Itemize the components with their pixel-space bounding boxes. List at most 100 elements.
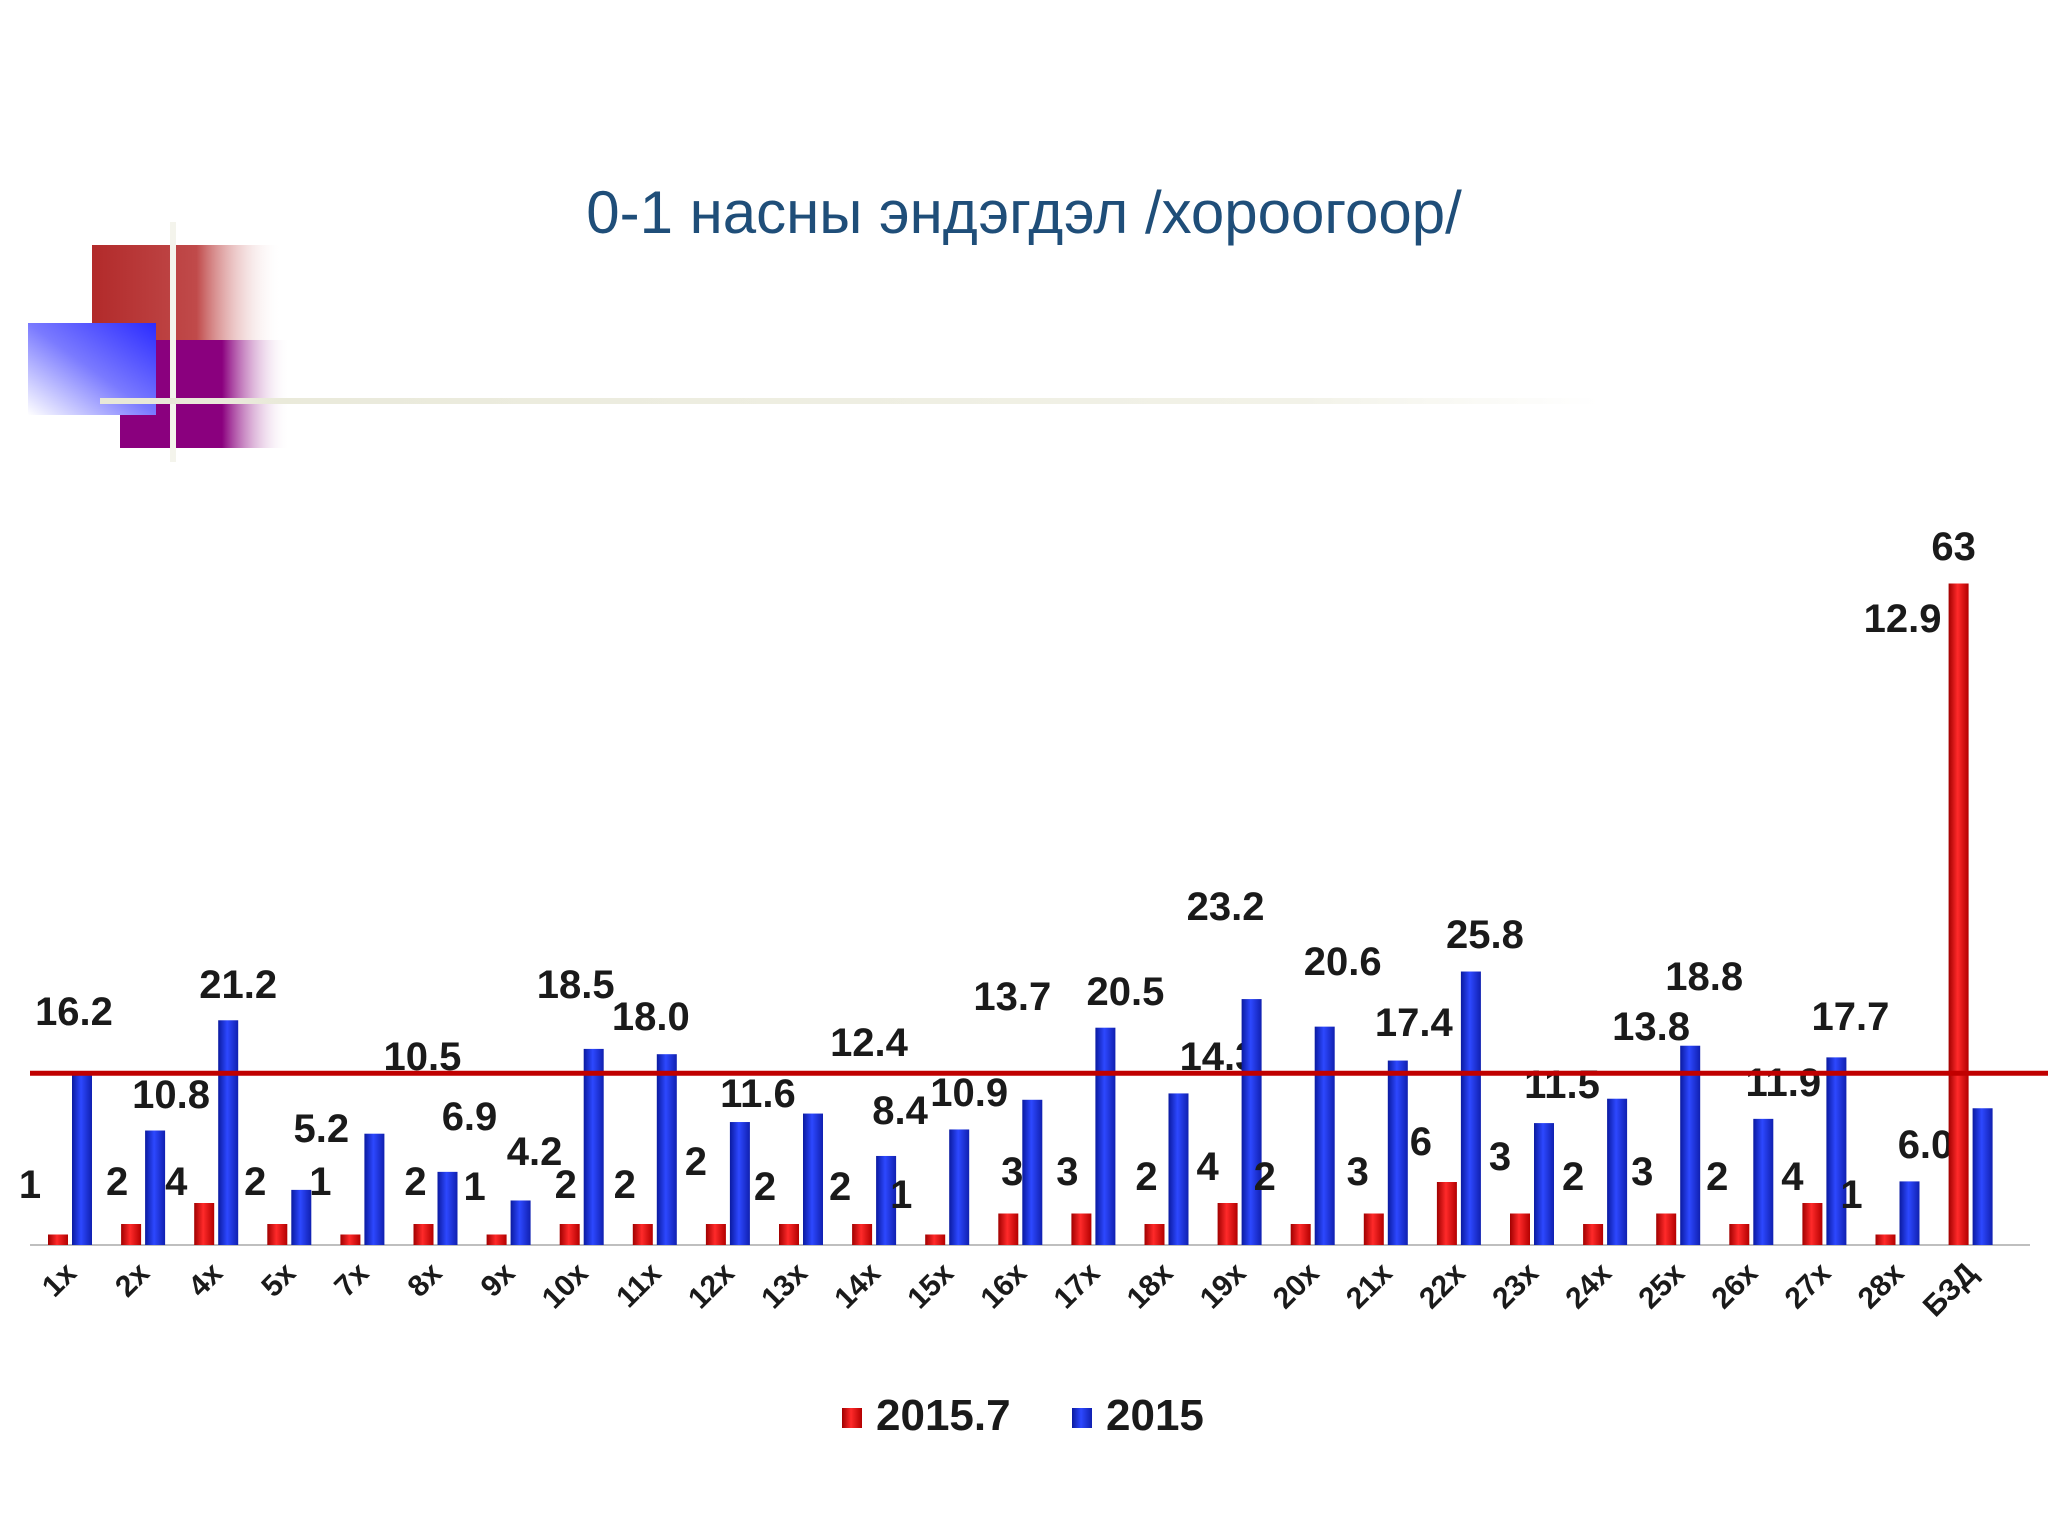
data-label-2015: 20.6: [1304, 940, 1382, 984]
x-tick-label: 22х: [1413, 1256, 1472, 1315]
bar-2015: [1607, 1098, 1628, 1245]
bar-2015: [1899, 1181, 1920, 1245]
bar-2015: [1460, 971, 1481, 1245]
data-label-2015: 10.9: [930, 1071, 1008, 1115]
bar-2015-7: [486, 1234, 507, 1245]
data-label-2015: 11.9: [1745, 1061, 1821, 1105]
bar-2015: [1168, 1093, 1189, 1245]
data-label-2015: 11.6: [720, 1072, 796, 1116]
bar-2015-7: [1729, 1224, 1750, 1245]
x-tick-label: 7х: [328, 1256, 375, 1303]
data-label-2015-7: 1: [463, 1165, 485, 1209]
data-label-2015: 18.0: [612, 995, 690, 1039]
bar-2015-7: [1363, 1213, 1384, 1245]
bar-2015-7: [559, 1224, 580, 1245]
x-tick-label: 13х: [755, 1256, 814, 1315]
x-tick-label: 20х: [1267, 1256, 1326, 1315]
bar-2015: [729, 1122, 750, 1245]
data-label-2015-7: 3: [1631, 1150, 1653, 1194]
data-label-2015-7: 63: [1931, 525, 1976, 569]
x-tick-label: БЗД: [1917, 1257, 1984, 1324]
data-label-2015-7: 1: [1840, 1173, 1862, 1217]
x-tick-label: 17х: [1048, 1256, 1107, 1315]
bar-2015-7: [1875, 1234, 1896, 1245]
data-label-2015: 21.2: [199, 963, 277, 1007]
bar-2015-7: [1802, 1203, 1823, 1245]
bar-2015: [1753, 1118, 1774, 1245]
data-label-2015-7: 3: [1056, 1150, 1078, 1194]
data-label-2015: 4.2: [507, 1130, 563, 1174]
bar-2015-7: [1144, 1224, 1165, 1245]
bar-2015: [145, 1130, 166, 1245]
data-label-2015: 6.9: [442, 1095, 498, 1139]
slide-title: 0-1 насны эндэгдэл /хороогоор/: [586, 179, 1462, 246]
bar-2015: [291, 1189, 312, 1245]
x-tick-label: 4х: [182, 1256, 229, 1303]
bar-2015: [949, 1129, 970, 1245]
bar-2015: [72, 1073, 92, 1245]
data-label-2015-7: 2: [404, 1160, 426, 1204]
data-label-2015: 25.8: [1446, 913, 1524, 957]
data-label-2015: 12.4: [830, 1021, 909, 1065]
bar-2015: [1241, 999, 1262, 1245]
data-label-2015: 6.0: [1898, 1123, 1954, 1167]
x-tick-label: 1х: [36, 1256, 83, 1303]
x-tick-label: 11х: [610, 1256, 668, 1314]
bar-2015-7: [779, 1224, 799, 1245]
data-label-2015-7: 3: [1001, 1150, 1023, 1194]
data-label-2015-7: 2: [244, 1160, 266, 1204]
data-label-2015-7: 2: [614, 1163, 636, 1207]
data-label-2015-7: 1: [309, 1160, 331, 1204]
bar-2015: [218, 1020, 239, 1245]
data-label-2015-7: 2: [1562, 1155, 1584, 1199]
bar-2015-7: [1071, 1213, 1092, 1245]
bar-2015: [1534, 1123, 1554, 1245]
data-label-2015: 8.4: [872, 1089, 928, 1133]
data-label-2015: 10.8: [132, 1073, 210, 1117]
x-tick-label: 15х: [901, 1256, 960, 1315]
x-tick-label: 18х: [1121, 1256, 1180, 1315]
x-tick-label: 9х: [475, 1256, 522, 1303]
data-label-2015: 13.8: [1612, 1005, 1690, 1049]
data-label-2015-7: 2: [829, 1165, 851, 1209]
bar-2015-7: [413, 1224, 434, 1245]
legend-swatch-2015-7: [842, 1408, 862, 1428]
data-label-2015-7: 6: [1410, 1120, 1432, 1164]
bar-2015-7: [998, 1213, 1019, 1245]
x-tick-label: 19х: [1194, 1256, 1253, 1315]
bar-2015: [656, 1054, 677, 1245]
x-tick-label: 5х: [255, 1256, 302, 1303]
data-label-2015: 17.4: [1375, 1001, 1454, 1045]
bar-2015: [364, 1133, 385, 1245]
bar-2015-7: [340, 1234, 361, 1245]
legend-label-2015: 2015: [1106, 1391, 1204, 1440]
bar-2015-7: [705, 1224, 726, 1245]
bar-2015: [803, 1113, 823, 1245]
data-label-2015-7: 2: [1706, 1155, 1728, 1199]
x-tick-label: 28х: [1852, 1256, 1911, 1315]
x-tick-label: 24х: [1559, 1256, 1618, 1315]
bar-2015: [437, 1171, 458, 1245]
bar-2015: [1680, 1045, 1701, 1245]
data-label-2015-7: 2: [106, 1160, 128, 1204]
data-label-2015-7: 1: [890, 1173, 912, 1217]
legend-swatch-2015: [1072, 1408, 1092, 1428]
bar-2015: [1972, 1108, 1993, 1245]
bar-2015-7: [1656, 1213, 1677, 1245]
x-tick-label: 14х: [828, 1256, 887, 1315]
bar-2015-7: [194, 1203, 215, 1245]
data-label-2015: 17.7: [1811, 995, 1889, 1039]
x-tick-label: 2х: [109, 1256, 156, 1303]
bar-2015: [1826, 1057, 1847, 1245]
bar-2015-7: [1583, 1224, 1604, 1245]
data-label-2015: 23.2: [1187, 885, 1265, 929]
bar-2015-7: [1290, 1224, 1311, 1245]
bar-2015-7: [1217, 1203, 1238, 1245]
bar-2015: [583, 1048, 604, 1245]
legend-label-2015-7: 2015.7: [876, 1391, 1011, 1440]
bar-2015-7: [1510, 1213, 1530, 1245]
data-label-2015-7: 1: [19, 1163, 41, 1207]
data-label-2015-7: 4: [1781, 1155, 1804, 1199]
